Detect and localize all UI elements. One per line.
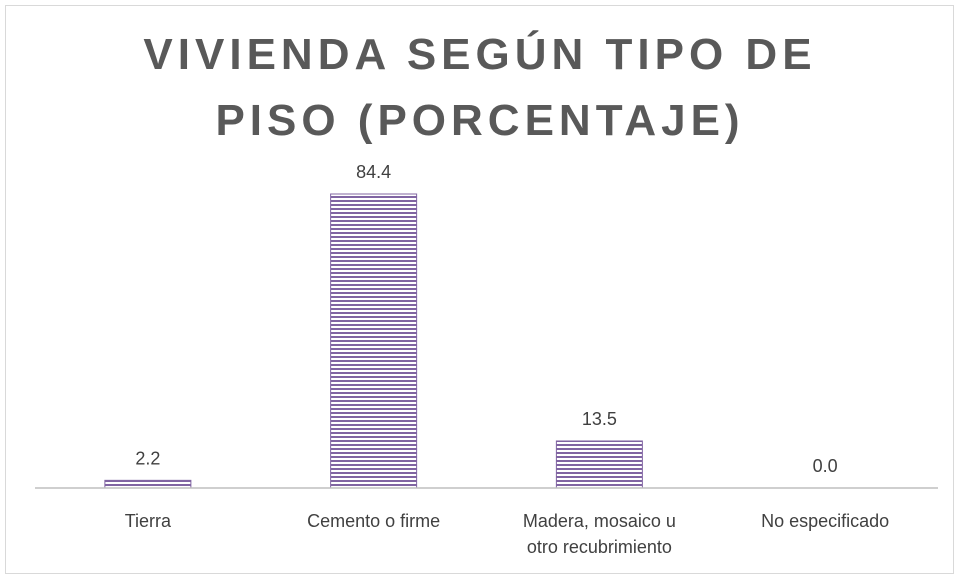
bar xyxy=(555,440,643,489)
data-label: 2.2 xyxy=(135,448,160,468)
x-tick-label: Tierra xyxy=(124,511,172,531)
x-tick-label: No especificado xyxy=(761,511,890,531)
data-label: 84.4 xyxy=(356,162,391,182)
bar xyxy=(104,479,192,489)
bar xyxy=(330,193,418,489)
data-label: 13.5 xyxy=(582,409,617,429)
x-tick-label: Madera, mosaico u otro recubrimiento xyxy=(522,511,676,557)
chart-border xyxy=(5,5,954,574)
data-label: 0.0 xyxy=(813,456,838,476)
x-tick-label: Cemento o firme xyxy=(307,511,441,531)
chart-title: VIVIENDA SEGÚN TIPO DE PISO (PORCENTAJE) xyxy=(143,30,817,145)
